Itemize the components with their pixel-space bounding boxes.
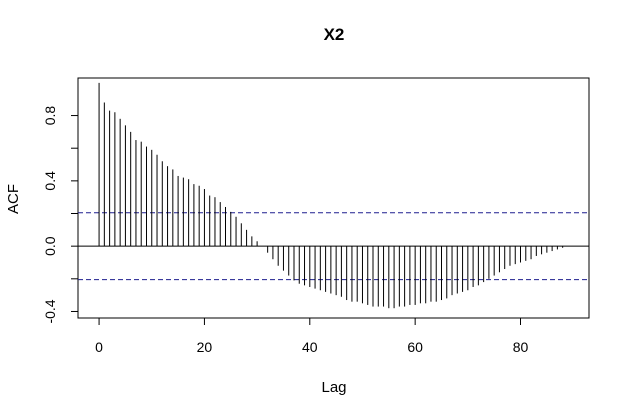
x-tick-label: 0 bbox=[95, 339, 103, 355]
plot-area: 0 20 40 60 80 -0.4 0.0 0.4 0.8 bbox=[42, 77, 590, 355]
y-tick-label: -0.4 bbox=[42, 299, 58, 323]
x-axis-label: Lag bbox=[321, 379, 346, 396]
x-tick-label: 60 bbox=[407, 339, 423, 355]
chart-title: X2 bbox=[324, 25, 345, 44]
plot-frame bbox=[77, 77, 590, 319]
x-tick-label: 80 bbox=[513, 339, 529, 355]
x-tick-label: 20 bbox=[197, 339, 213, 355]
x-tick-label: 40 bbox=[302, 339, 318, 355]
y-tick-label: 0.4 bbox=[42, 171, 58, 191]
y-tick-label: 0.0 bbox=[42, 236, 58, 256]
y-axis-label: ACF bbox=[5, 184, 22, 214]
y-tick-label: 0.8 bbox=[42, 106, 58, 126]
